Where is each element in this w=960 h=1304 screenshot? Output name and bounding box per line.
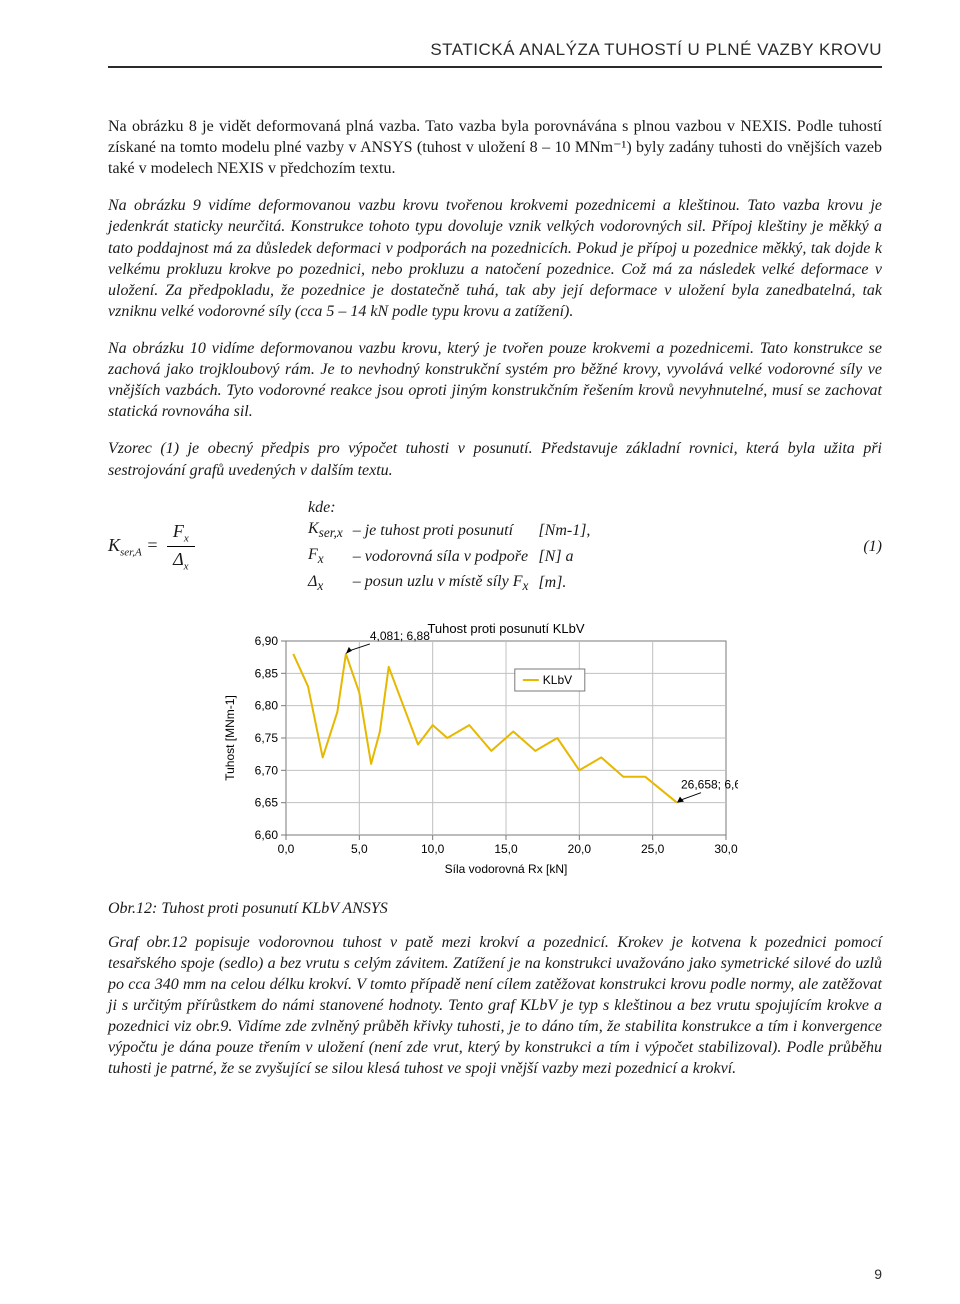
svg-text:Tuhost [MNm-1]: Tuhost [MNm-1] xyxy=(223,695,237,781)
chart-klbv: 0,0 5,0 10,0 15,0 20,0 25,0 30,0 6,60 6,65 6,70 6,… xyxy=(218,619,882,884)
header-title: STATICKÁ ANALÝZA TUHOSTÍ U PLNÉ VAZBY KR… xyxy=(108,40,882,66)
svg-text:6,65: 6,65 xyxy=(255,795,279,809)
svg-text:26,658; 6,65: 26,658; 6,65 xyxy=(681,777,738,791)
svg-text:6,85: 6,85 xyxy=(255,666,279,680)
svg-text:6,70: 6,70 xyxy=(255,763,279,777)
paragraph-5: Graf obr.12 popisuje vodorovnou tuhost v… xyxy=(108,932,882,1080)
chart-svg: 0,0 5,0 10,0 15,0 20,0 25,0 30,0 6,60 6,65 6,70 6,… xyxy=(218,619,738,879)
formula-definitions: kde: Kser,x – je tuhost proti posunutí [… xyxy=(308,497,842,597)
chart-caption: Obr.12: Tuhost proti posunutí KLbV ANSYS xyxy=(108,900,882,918)
svg-text:6,60: 6,60 xyxy=(255,828,279,842)
svg-text:0,0: 0,0 xyxy=(278,842,295,856)
formula-K: K xyxy=(108,535,120,555)
svg-text:30,0: 30,0 xyxy=(714,842,738,856)
paragraph-2: Na obrázku 9 vidíme deformovanou vazbu k… xyxy=(108,195,882,322)
formula-number: (1) xyxy=(842,536,882,558)
page-number: 9 xyxy=(874,1266,882,1282)
formula-expression: Kser,A = Fx Δx xyxy=(108,519,308,575)
svg-text:Síla vodorovná Rx [kN]: Síla vodorovná Rx [kN] xyxy=(445,862,568,876)
svg-text:KLbV: KLbV xyxy=(543,673,572,687)
svg-text:Tuhost proti posunutí KLbV: Tuhost proti posunutí KLbV xyxy=(427,621,584,636)
svg-text:4,081; 6,88: 4,081; 6,88 xyxy=(370,629,430,643)
svg-text:5,0: 5,0 xyxy=(351,842,368,856)
paragraph-4: Vzorec (1) je obecný předpis pro výpočet… xyxy=(108,438,882,480)
formula-block: Kser,A = Fx Δx kde: Kser,x – je tuhost p… xyxy=(108,497,882,597)
paragraph-1: Na obrázku 8 je vidět deformovaná plná v… xyxy=(108,116,882,179)
header-rule xyxy=(108,66,882,68)
svg-text:10,0: 10,0 xyxy=(421,842,445,856)
svg-text:6,90: 6,90 xyxy=(255,634,279,648)
svg-text:25,0: 25,0 xyxy=(641,842,665,856)
paragraph-3: Na obrázku 10 vidíme deformovanou vazbu … xyxy=(108,338,882,422)
svg-text:6,75: 6,75 xyxy=(255,731,279,745)
svg-text:20,0: 20,0 xyxy=(568,842,592,856)
svg-text:15,0: 15,0 xyxy=(494,842,518,856)
svg-text:6,80: 6,80 xyxy=(255,698,279,712)
